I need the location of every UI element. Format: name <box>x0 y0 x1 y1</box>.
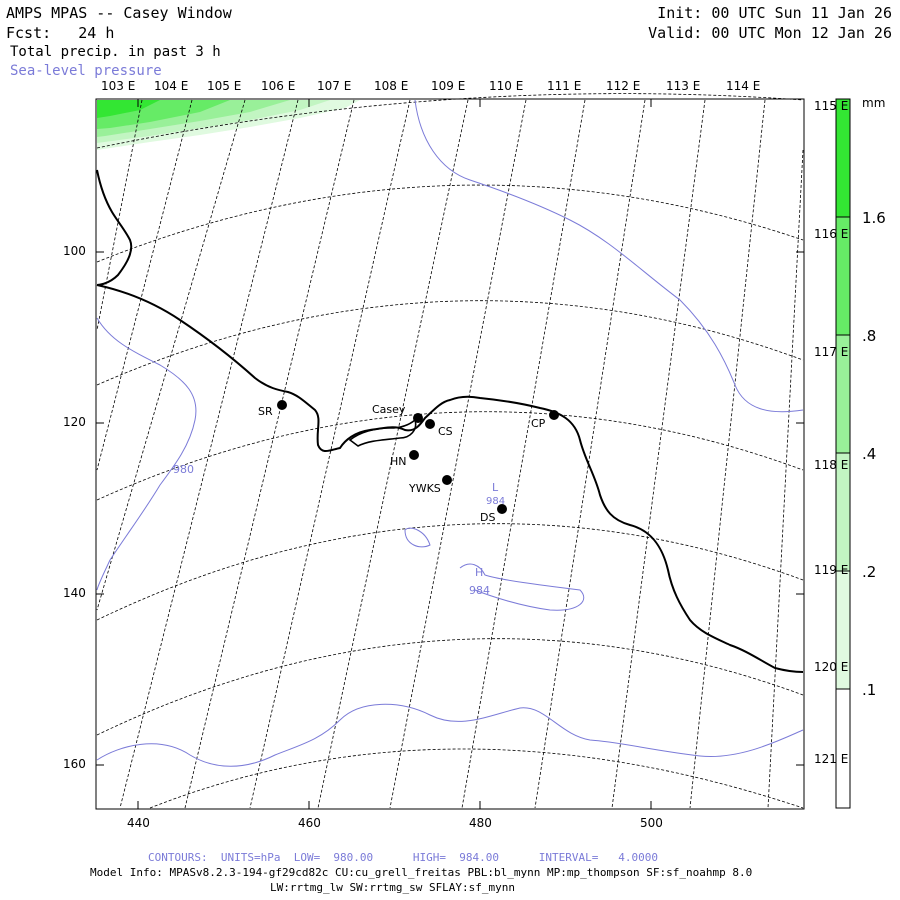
y-axis-ticks <box>96 99 804 809</box>
precip-shading <box>97 100 360 150</box>
valid-time: Valid: 00 UTC Mon 12 Jan 26 <box>648 24 892 42</box>
lon-label-top: 109 E <box>431 79 466 93</box>
high-pressure-mark: H <box>475 566 484 579</box>
model-info-line2: LW:rrtmg_lw SW:rrtmg_sw SFLAY:sf_mynn <box>270 881 516 894</box>
lon-label-right: 117 E <box>814 345 849 359</box>
colorbar <box>835 98 851 809</box>
x-tick-label: 500 <box>640 816 663 830</box>
contour-label: 984 <box>486 496 506 507</box>
pressure-contours <box>96 99 804 767</box>
lon-label-right: 118 E <box>814 458 849 472</box>
x-tick-label: 480 <box>469 816 492 830</box>
init-time: Init: 00 UTC Sun 11 Jan 26 <box>657 4 892 22</box>
x-tick-label: 460 <box>298 816 321 830</box>
low-pressure-mark: L <box>492 481 499 494</box>
station-dot-casey[interactable] <box>413 413 423 423</box>
station-label-cp: CP <box>531 417 546 430</box>
coastline <box>96 169 804 673</box>
lon-label-top: 113 E <box>666 79 701 93</box>
lon-label-top: 106 E <box>261 79 296 93</box>
lon-label-top: 103 E <box>101 79 136 93</box>
station-label-ds: DS <box>480 511 496 524</box>
station-dot-cp[interactable] <box>549 410 559 420</box>
lon-label-top: 105 E <box>207 79 242 93</box>
model-info: Model Info: MPASv8.2.3-194-gf29cd82c CU:… <box>90 866 753 879</box>
lon-label-top: 110 E <box>489 79 524 93</box>
colorbar-unit: mm <box>862 96 886 110</box>
colorbar-label: .1 <box>862 681 877 699</box>
map-title: AMPS MPAS -- Casey Window <box>6 4 232 22</box>
lon-label-top: 107 E <box>317 79 352 93</box>
plot-frame <box>95 98 805 810</box>
station-label-cs: CS <box>438 425 453 438</box>
x-tick-label: 440 <box>127 816 150 830</box>
station-dot-hn[interactable] <box>409 450 419 460</box>
colorbar-label: 1.6 <box>862 209 886 227</box>
station-dot-cs[interactable] <box>425 419 435 429</box>
lon-label-top: 104 E <box>154 79 189 93</box>
lon-label-right: 116 E <box>814 227 849 241</box>
lon-label-right: 115 E <box>814 99 849 113</box>
y-tick-label: 120 <box>63 415 86 429</box>
contour-label: 984 <box>469 584 490 597</box>
station-dot-ds[interactable] <box>497 504 507 514</box>
y-tick-label: 100 <box>63 244 86 258</box>
lon-label-top: 114 E <box>726 79 761 93</box>
overlay-name: Sea-level pressure <box>10 63 162 79</box>
contour-info: CONTOURS: UNITS=hPa LOW= 980.00 HIGH= 98… <box>148 851 658 864</box>
lon-label-right: 119 E <box>814 563 849 577</box>
station-dot-sr[interactable] <box>277 400 287 410</box>
station-label-sr: SR <box>258 405 273 418</box>
y-tick-label: 160 <box>63 757 86 771</box>
lon-label-top: 111 E <box>547 79 582 93</box>
colorbar-label: .4 <box>862 445 877 463</box>
forecast-hour: Fcst: 24 h <box>6 24 115 42</box>
lon-label-right: 121 E <box>814 752 849 766</box>
station-label-hn: HN <box>390 455 407 468</box>
lon-label-top: 108 E <box>374 79 409 93</box>
station-label-ywks: YWKS <box>409 482 441 495</box>
lon-label-top: 112 E <box>606 79 641 93</box>
station-label-casey: Casey <box>372 403 406 416</box>
colorbar-label: .2 <box>862 563 877 581</box>
colorbar-label: .8 <box>862 327 877 345</box>
y-tick-label: 140 <box>63 586 86 600</box>
station-dot-ywks[interactable] <box>442 475 452 485</box>
contour-label: 980 <box>173 463 194 476</box>
lon-label-right: 120 E <box>814 660 849 674</box>
stations <box>277 400 559 514</box>
graticule <box>96 93 804 809</box>
field-name: Total precip. in past 3 h <box>10 44 221 60</box>
